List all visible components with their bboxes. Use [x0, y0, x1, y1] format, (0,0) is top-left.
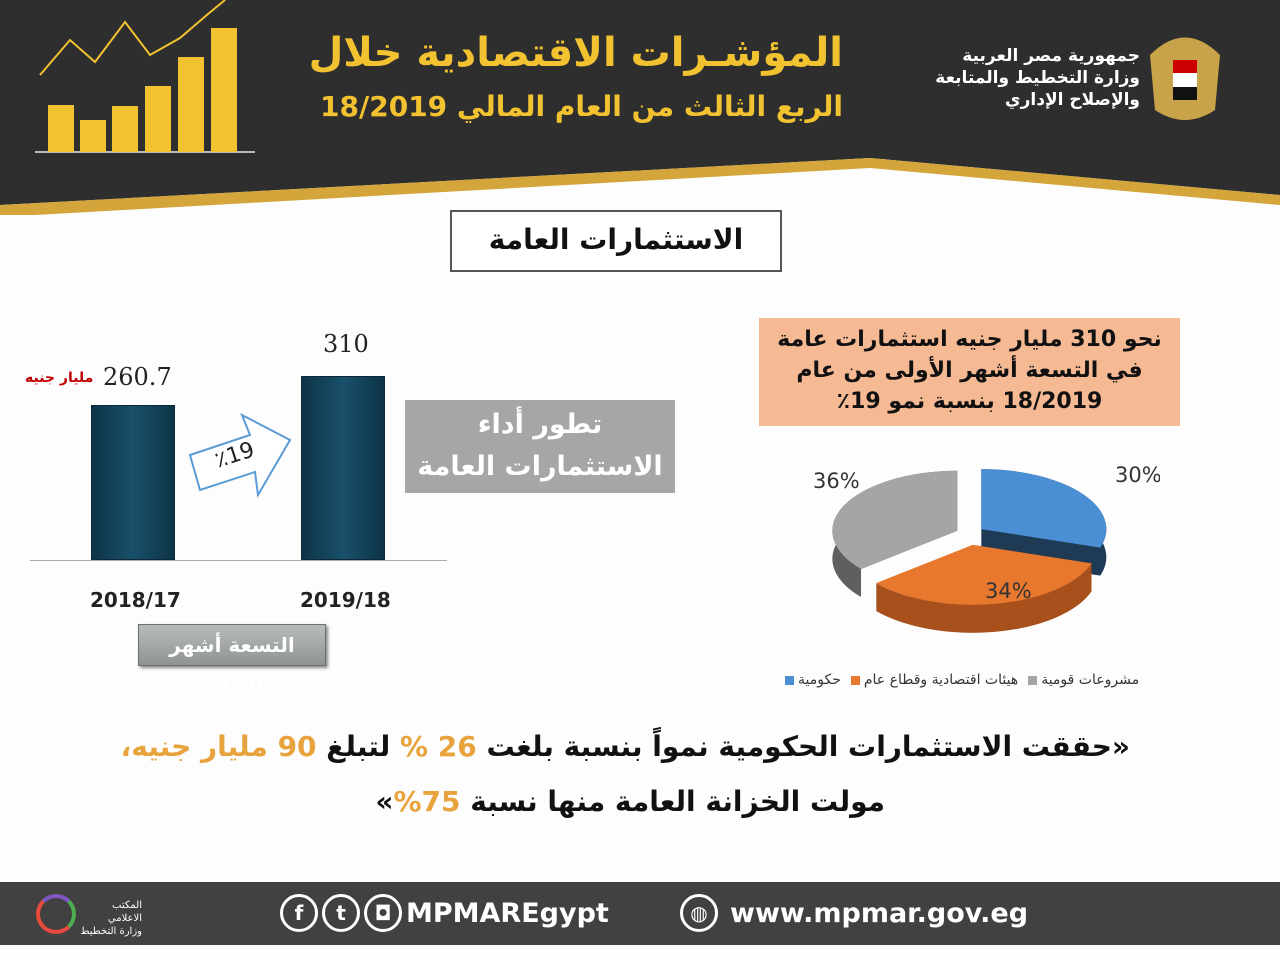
pie-value-label: 36% — [813, 469, 860, 493]
growth-arrow-icon — [188, 412, 292, 499]
bar-title-line1: تطور أداء — [477, 409, 603, 440]
quote-percent: 26 % — [399, 730, 477, 763]
pie-slice-حكومية — [981, 469, 1107, 548]
pie-value-label: 34% — [985, 579, 1032, 603]
legend-swatch — [850, 675, 860, 685]
legend-label: هيئات اقتصادية وقطاع عام — [863, 672, 1019, 688]
legend-item: حكومية — [785, 672, 841, 688]
twitter-icon[interactable]: t — [322, 894, 360, 932]
quote-amount: 90 مليار جنيه، — [120, 730, 317, 763]
quote-text2: لتبلغ — [326, 730, 391, 763]
eagle-emblem-icon — [1150, 37, 1220, 120]
quote-line1: «حققت الاستثمارات الحكومية نمواً بنسبة ب… — [121, 730, 1130, 763]
chart-logo-icon — [35, 0, 255, 153]
summary-line3: 18/2019 بنسبة نمو 19٪ — [836, 389, 1103, 414]
legend-item: مشروعات قومية — [1028, 672, 1139, 688]
ministry-line2: وزارة التخطيط والمتابعة — [935, 68, 1140, 88]
website-link[interactable]: ◍ www.mpmar.gov.eg — [680, 894, 1028, 932]
bar-2019/18 — [301, 376, 385, 560]
bar-title-line2: الاستثمارات العامة — [417, 451, 663, 482]
bar-value-label: 310 — [323, 330, 369, 358]
legend-item: هيئات اقتصادية وقطاع عام — [850, 672, 1019, 688]
media-line2: وزارة التخطيط — [80, 926, 142, 937]
social-links: f t ◘ MPMAREgypt — [280, 894, 609, 932]
header-title-line2: الربع الثالث من العام المالي 18/2019 — [320, 90, 843, 123]
bar-chart-baseline — [30, 560, 447, 561]
instagram-icon[interactable]: ◘ — [364, 894, 402, 932]
bar-value-label: 260.7 — [103, 363, 172, 392]
bar-category-label: 2019/18 — [300, 588, 391, 612]
quote-close: » — [375, 785, 394, 818]
bar-category-label: 2018/17 — [90, 588, 181, 612]
summary-box: نحو 310 مليار جنيه استثمارات عامة في الت… — [759, 318, 1180, 426]
header-title-line1: المؤشـرات الاقتصادية خلال — [308, 30, 843, 76]
facebook-icon[interactable]: f — [280, 894, 318, 932]
bar-chart-title-box: تطور أداء الاستثمارات العامة — [405, 400, 675, 493]
legend-label: حكومية — [798, 672, 841, 688]
quote-line2: مولت الخزانة العامة منها نسبة 75%» — [375, 785, 885, 818]
media-office-logo-icon — [36, 894, 76, 934]
bar-2018/17 — [91, 405, 175, 560]
unit-label: مليار جنيه — [25, 370, 94, 386]
legend-swatch — [1028, 675, 1038, 685]
pie-slice-هيئات اقتصادية وقطاع عام — [876, 544, 1092, 605]
pie-value-label: 30% — [1115, 463, 1160, 487]
quote-text1: «حققت الاستثمارات الحكومية نمواً بنسبة ب… — [486, 730, 1130, 763]
quote-text3: مولت الخزانة العامة منها نسبة — [470, 785, 885, 818]
globe-icon: ◍ — [680, 894, 718, 932]
social-handle[interactable]: MPMAREgypt — [406, 897, 609, 929]
footer: المكتب الاعلامي وزارة التخطيط f t ◘ MPMA… — [0, 882, 1280, 945]
media-line1: المكتب الاعلامي — [107, 900, 142, 924]
pie-legend: مشروعات قومية هيئات اقتصادية وقطاع عام حكو… — [785, 672, 1139, 688]
summary-line2: في التسعة أشهر الأولى من عام — [796, 358, 1143, 383]
period-label: التسعة أشهر الأولى — [138, 624, 326, 697]
ministry-line1: جمهورية مصر العربية — [962, 46, 1140, 66]
media-office-text: المكتب الاعلامي وزارة التخطيط — [80, 899, 142, 938]
ministry-line3: والإصلاح الإداري — [1005, 90, 1140, 110]
ministry-name: جمهورية مصر العربية وزارة التخطيط والمتا… — [935, 45, 1140, 111]
pie-chart: 30% 34% 36% — [813, 463, 1160, 633]
summary-line1: نحو 310 مليار جنيه استثمارات عامة — [777, 327, 1162, 352]
legend-label: مشروعات قومية — [1041, 672, 1140, 688]
section-title: الاستثمارات العامة — [450, 210, 782, 272]
legend-swatch — [785, 675, 794, 685]
header-background — [0, 0, 1280, 215]
website-url[interactable]: www.mpmar.gov.eg — [730, 897, 1029, 929]
pie-slice-مشروعات قومية — [832, 470, 958, 569]
quote-percent2: 75% — [393, 785, 461, 818]
